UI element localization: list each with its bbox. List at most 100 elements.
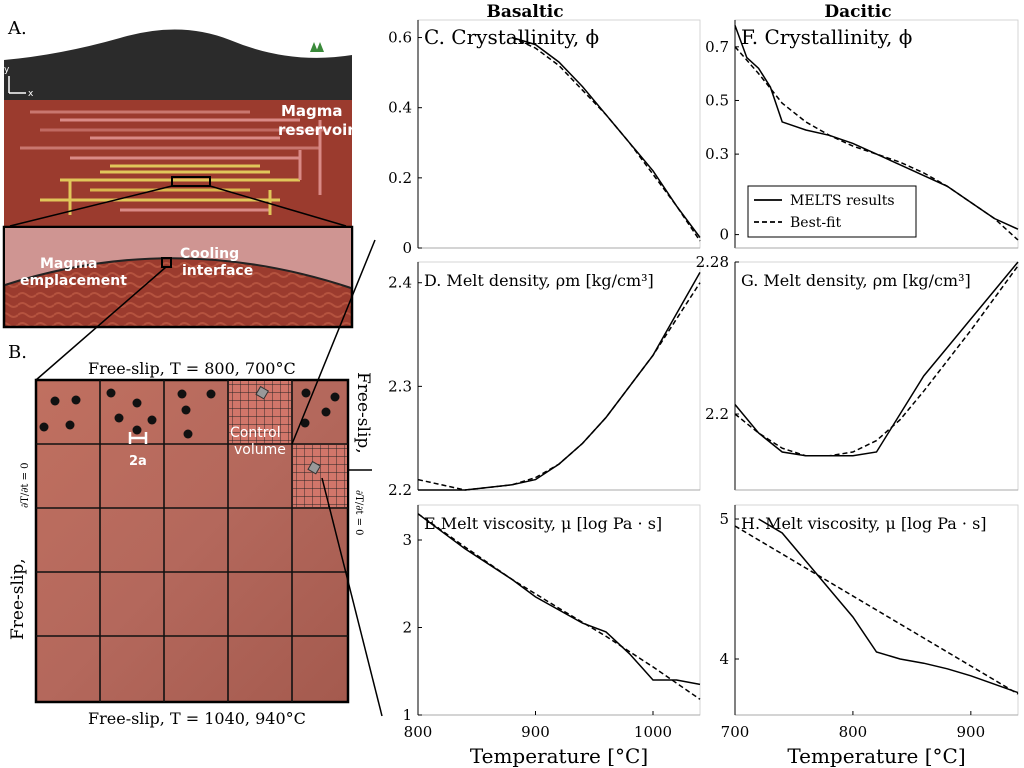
connector-to-b	[35, 266, 167, 381]
axes-icon	[8, 76, 26, 94]
chart-E-xtick-label: 1000	[634, 723, 672, 741]
chart-D-ytick-label: 2.4	[388, 274, 412, 292]
chart-G-frame	[734, 261, 1019, 491]
chart-E-title: E.Melt viscosity, μ [log Pa · s]	[424, 514, 662, 533]
legend-box	[747, 185, 917, 238]
right-bc-label: ∂T/∂t = 0	[353, 490, 364, 536]
control-volume-label-2: volume	[234, 442, 286, 458]
control-volume-marker	[161, 257, 172, 268]
zoom-line-upper	[291, 239, 376, 445]
chart-E: E.Melt viscosity, μ [log Pa · s] 1 2 3 800 90…	[402, 504, 701, 768]
left-bc-label: ∂T/∂t = 0	[20, 463, 31, 509]
chart-E-ytick-label: 3	[402, 531, 412, 549]
axis-y-label: y	[4, 65, 10, 75]
chart-F-ytick-label: 0.3	[705, 145, 729, 163]
chart-H-xlabel: Temperature [°C]	[787, 744, 965, 768]
overburden-layer	[4, 29, 352, 100]
panel-b-letter: B.	[8, 342, 27, 363]
chart-E-series-best-fit	[417, 513, 701, 700]
emplacement-label-1: Magma	[40, 256, 97, 272]
chart-C-frame	[417, 19, 701, 249]
tree-icon	[310, 42, 324, 52]
chart-C-ytick-label: 0.2	[388, 169, 412, 187]
chart-C-series-melts	[511, 36, 701, 238]
axis-x-label: x	[28, 89, 34, 99]
chart-E-series-melts	[417, 513, 701, 686]
chart-H-series-melts	[758, 518, 1019, 694]
cooling-interface-line	[4, 257, 352, 289]
legend-solid-label: MELTS results	[790, 193, 895, 209]
chart-E-xtick-label: 800	[404, 723, 433, 741]
legend: MELTS results Best-fit	[747, 185, 917, 238]
panel-a-letter: A.	[7, 18, 27, 39]
chart-E-xlabel: Temperature [°C]	[470, 744, 648, 768]
interface-label-2: interface	[182, 263, 253, 279]
coarse-grid	[36, 380, 348, 702]
reservoir-label-2: reservoir	[278, 121, 355, 139]
zoom-line-left	[9, 185, 173, 227]
chart-C: C. Crystallinity, ϕ 0 0.2 0.4 0.6	[388, 19, 701, 257]
chart-H-xtick-label: 900	[957, 723, 986, 741]
chart-F-title: F. Crystallinity, ϕ	[741, 25, 912, 49]
chart-H-ytick-label: 5	[719, 510, 729, 528]
chart-G-title: G. Melt density, ρm [kg/cm³]	[741, 271, 971, 290]
chart-G-series-best-fit	[734, 265, 1019, 457]
chart-F-ytick-label: 0	[719, 226, 729, 244]
left-boundary-label: Free-slip,	[8, 558, 28, 640]
chart-F-series-best-fit	[734, 46, 1019, 241]
crystal-particles	[39, 388, 340, 439]
chart-D-ytick-label: 2.2	[388, 481, 412, 499]
chart-H-series-best-fit	[734, 525, 1019, 695]
chart-H-xtick-label: 700	[721, 723, 750, 741]
sill-network	[20, 110, 330, 215]
chart-G: G. Melt density, ρm [kg/cm³] 2.2 2.28	[696, 253, 1019, 491]
chart-F-ytick-label: 0.7	[705, 38, 729, 56]
chart-D-title: D. Melt density, ρm [kg/cm³]	[424, 271, 654, 290]
chart-D-series-melts	[418, 272, 701, 491]
chart-C-ytick-label: 0.6	[388, 29, 412, 47]
chart-F-series-melts	[734, 25, 1019, 230]
zoom-line-right	[209, 185, 347, 227]
legend-dashed-label: Best-fit	[790, 215, 841, 231]
chart-E-xtick-label: 900	[521, 723, 550, 741]
radius-bracket	[128, 432, 148, 444]
chart-C-title: C. Crystallinity, ϕ	[424, 25, 599, 49]
column-header-basaltic: Basaltic	[486, 2, 563, 22]
control-volume-grid-2	[293, 445, 347, 507]
chart-D: D. Melt density, ρm [kg/cm³] 2.2 2.3 2.4	[388, 261, 701, 499]
radius-label: 2a	[129, 454, 147, 469]
chart-H-xtick-label: 800	[839, 723, 868, 741]
zoom-line-lower	[321, 477, 383, 717]
chart-F: F. Crystallinity, ϕ 0 0.3 0.5 0.7	[705, 19, 1019, 249]
column-header-dacitic: Dacitic	[824, 2, 891, 22]
chart-E-ytick-label: 1	[402, 706, 412, 724]
chart-F-ytick-label: 0.5	[705, 91, 729, 109]
panel-a: A. y x	[2, 18, 355, 381]
domain-box	[34, 378, 350, 704]
chart-E-ytick-label: 2	[402, 619, 412, 637]
interface-label-1: Cooling	[180, 246, 239, 262]
crystal-marker-2	[307, 460, 322, 475]
crystal-marker	[255, 385, 270, 400]
right-boundary-label: Free-slip,	[353, 372, 373, 454]
chart-C-ytick-label: 0.4	[388, 99, 412, 117]
charts-layer: C. Crystallinity, ϕ 0 0.2 0.4 0.6 D. Melt den…	[388, 19, 1019, 768]
emplacement-label-2: emplacement	[20, 273, 127, 289]
reservoir-label-1: Magma	[281, 102, 343, 120]
bottom-boundary-label: Free-slip, T = 1040, 940°C	[88, 709, 306, 728]
chart-C-series-best-fit	[511, 36, 701, 242]
control-volume-label-1: Control	[230, 425, 281, 441]
chart-G-ytick-label: 2.2	[705, 405, 729, 423]
panel-b: B. Free-slip, T = 800, 700°C Free-slip, …	[8, 239, 383, 728]
chart-H-ytick-label: 4	[719, 650, 729, 668]
zoom-box	[171, 176, 211, 187]
chart-D-frame	[417, 261, 701, 491]
chart-D-ytick-label: 2.3	[388, 377, 412, 395]
chart-C-ytick-label: 0	[402, 239, 412, 257]
chart-G-series-melts	[734, 261, 1019, 457]
chart-D-series-best-fit	[417, 282, 701, 491]
top-boundary-label: Free-slip, T = 800, 700°C	[88, 359, 296, 378]
chart-H-title: H. Melt viscosity, μ [log Pa · s]	[741, 514, 987, 533]
chart-H: H. Melt viscosity, μ [log Pa · s] 4 5 700 80…	[719, 504, 1019, 768]
